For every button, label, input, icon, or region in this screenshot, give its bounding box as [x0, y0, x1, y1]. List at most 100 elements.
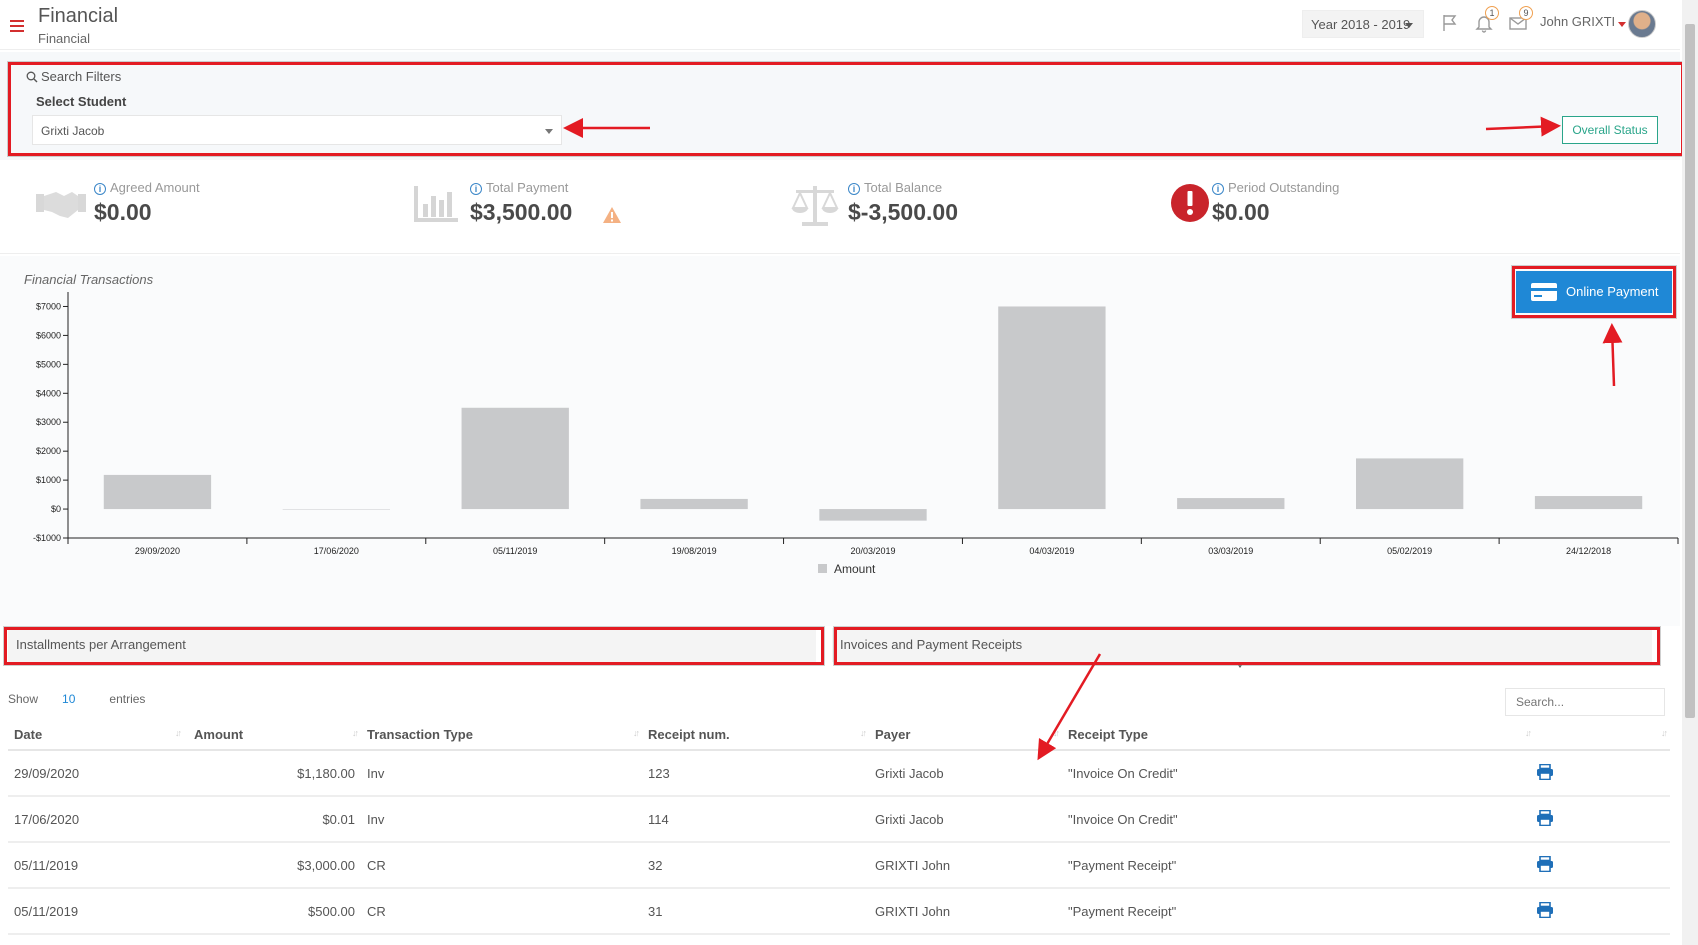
column-header-amount[interactable]: Amount ↓↑ [184, 720, 361, 751]
cell-receipt-num: 31 [642, 888, 869, 935]
bar [1177, 498, 1285, 510]
bar [819, 509, 927, 521]
student-select[interactable]: Grixti Jacob [32, 115, 562, 145]
x-tick-label: 04/03/2019 [1029, 546, 1074, 556]
info-icon[interactable]: i [848, 183, 860, 195]
bar [640, 498, 748, 510]
sort-icon: ↓↑ [352, 728, 359, 738]
y-tick-label: $5000 [36, 359, 61, 369]
online-payment-button[interactable]: Online Payment [1516, 271, 1672, 313]
select-student-label: Select Student [36, 94, 127, 109]
cell-transaction-type: Inv [361, 796, 642, 843]
avatar[interactable] [1628, 10, 1656, 38]
annotation-box-installments [4, 627, 824, 665]
cell-date: 29/09/2020 [8, 750, 184, 797]
y-tick-label: $2000 [36, 446, 61, 456]
scrollbar-thumb[interactable] [1685, 24, 1695, 718]
annotation-box-invoices [834, 627, 1660, 665]
print-icon[interactable] [1536, 763, 1554, 783]
cell-amount: $0.01 [184, 796, 361, 843]
page-subtitle: Financial [38, 31, 91, 46]
x-tick-label: 24/12/2018 [1566, 546, 1611, 556]
cell-amount: $1,180.00 [184, 750, 361, 797]
exclamation-circle-icon [1171, 184, 1209, 222]
cell-payer: Grixti Jacob [869, 750, 1062, 797]
column-header-actions[interactable]: ↓↑ [1534, 720, 1670, 751]
year-select[interactable]: Year 2018 - 2019 [1302, 10, 1424, 38]
column-label: Receipt Type [1068, 727, 1148, 742]
bar [103, 474, 212, 510]
balance-scale-icon [791, 186, 839, 226]
top-header: Financial Financial Year 2018 - 2019 1 9… [0, 0, 1680, 50]
x-tick-label: 17/06/2020 [314, 546, 359, 556]
info-icon[interactable]: i [470, 183, 482, 195]
stat-value: $0.00 [1212, 199, 1270, 225]
installments-section-header[interactable]: Installments per Arrangement [8, 628, 816, 662]
notifications-badge: 1 [1485, 6, 1499, 20]
stat-label: Total Payment [486, 180, 569, 195]
financial-transactions-panel: $7000 $6000 $5000 $4000 $3000 $2000 $1000 $0 -$1… [0, 256, 1680, 626]
bar-chart-icon [414, 186, 458, 222]
column-header-date[interactable]: Date ↓↑ [8, 720, 184, 751]
invoices-section-header[interactable]: Invoices and Payment Receipts [832, 628, 1652, 662]
sort-icon: ↓↑ [860, 728, 867, 738]
credit-card-icon [1531, 283, 1557, 301]
flag-icon[interactable] [1440, 13, 1460, 33]
y-tick-label: $0 [51, 504, 61, 514]
y-tick-label: -$1000 [33, 533, 61, 543]
length-select[interactable]: 10 [62, 692, 76, 706]
cell-receipt-num: 32 [642, 842, 869, 889]
envelope-icon[interactable] [1508, 13, 1528, 33]
cell-actions [1534, 842, 1670, 889]
cell-date: 17/06/2020 [8, 796, 184, 843]
search-filters-label: Search Filters [41, 69, 122, 84]
print-icon[interactable] [1536, 901, 1554, 921]
print-icon[interactable] [1536, 809, 1554, 829]
transactions-table: Date ↓↑ Amount ↓↑ Transaction Type ↓↑ Recei… [8, 720, 1670, 935]
user-chevron-down-icon[interactable] [1618, 22, 1626, 27]
search-icon [26, 71, 38, 83]
table-row: 05/11/2019 $500.00 CR 31 GRIXTI John "Payment… [8, 888, 1670, 935]
y-tick-label: $1000 [36, 475, 61, 485]
arrow-to-online-payment [1602, 323, 1623, 387]
column-header-transaction-type[interactable]: Transaction Type ↓↑ [361, 720, 642, 751]
info-icon[interactable]: i [94, 183, 106, 195]
table-row: 29/09/2020 $1,180.00 Inv 123 Grixti Jacob "In… [8, 750, 1670, 797]
cell-transaction-type: CR [361, 888, 642, 935]
chevron-down-icon [1405, 23, 1413, 28]
handshake-icon [36, 192, 86, 218]
column-header-receipt-num[interactable]: Receipt num. ↓↑ [642, 720, 869, 751]
bar [1534, 496, 1643, 510]
cell-transaction-type: Inv [361, 750, 642, 797]
table-search-input[interactable] [1505, 688, 1665, 716]
x-tick-label: 19/08/2019 [672, 546, 717, 556]
user-name[interactable]: John GRIXTI [1540, 14, 1616, 29]
menu-icon[interactable] [10, 20, 24, 32]
bar [998, 306, 1106, 510]
stat-value: $3,500.00 [470, 199, 573, 225]
search-filters-title: Search Filters [26, 69, 121, 84]
print-icon[interactable] [1536, 855, 1554, 875]
show-label: Show [8, 692, 39, 706]
x-tick-label: 05/02/2019 [1387, 546, 1432, 556]
y-tick-label: $6000 [36, 330, 61, 340]
bar [461, 407, 569, 510]
column-header-receipt-type[interactable]: Receipt Type ↓↑ [1062, 720, 1534, 751]
search-filters-panel: Search Filters Select Student Grixti Jac… [0, 52, 1680, 160]
financial-transactions-chart: $7000 $6000 $5000 $4000 $3000 $2000 $1000 $0 -$1… [33, 292, 1679, 576]
sort-icon: ↓↑ [175, 728, 182, 738]
cell-receipt-type: "Invoice On Credit" [1062, 750, 1534, 797]
sort-icon: ↓↑ [1661, 728, 1668, 738]
cell-receipt-type: "Invoice On Credit" [1062, 796, 1534, 843]
y-tick-label: $4000 [36, 388, 61, 398]
chevron-down-icon [545, 129, 553, 134]
y-tick-label: $7000 [36, 301, 61, 311]
scrollbar[interactable] [1682, 0, 1698, 945]
info-icon[interactable]: i [1212, 183, 1224, 195]
x-tick-label: 05/11/2019 [493, 546, 537, 556]
cell-receipt-type: "Payment Receipt" [1062, 842, 1534, 889]
column-header-payer[interactable]: Payer ↓↑ [869, 720, 1062, 751]
overall-status-button[interactable]: Overall Status [1562, 116, 1658, 144]
messages-badge: 9 [1519, 6, 1533, 20]
